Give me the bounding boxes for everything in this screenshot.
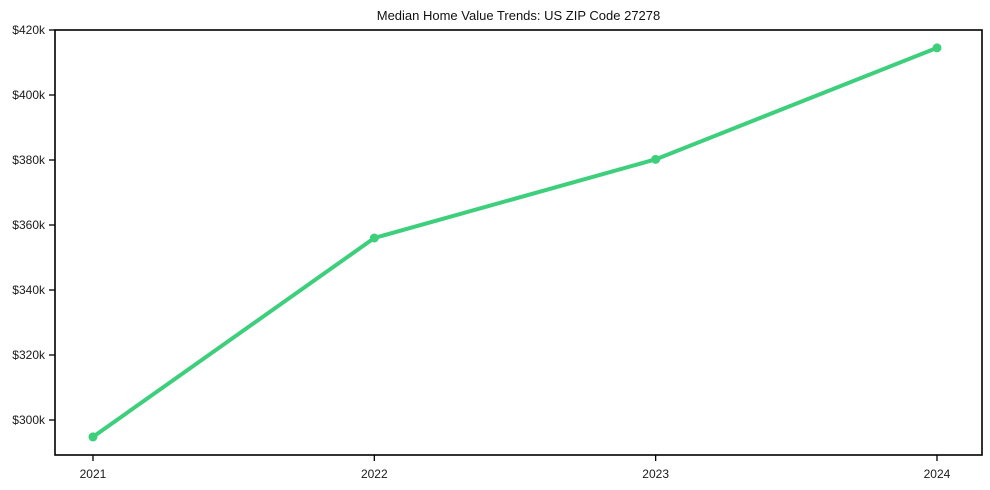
trend-line xyxy=(90,45,939,439)
data-point-marker xyxy=(932,43,942,53)
y-tick-label: $320k xyxy=(12,348,46,362)
y-tick-label: $300k xyxy=(12,413,46,427)
x-tick-label: 2023 xyxy=(642,467,669,481)
y-tick-label: $360k xyxy=(12,218,46,232)
chart-title: Median Home Value Trends: US ZIP Code 27… xyxy=(376,8,661,23)
data-point-marker xyxy=(651,154,661,164)
data-point-marker xyxy=(88,432,98,442)
y-tick-label: $400k xyxy=(12,88,46,102)
y-tick-label: $420k xyxy=(12,23,46,37)
data-point-marker xyxy=(369,233,379,243)
x-tick-label: 2022 xyxy=(361,467,388,481)
x-tick-label: 2021 xyxy=(80,467,107,481)
x-tick-label: 2024 xyxy=(924,467,951,481)
plot-frame xyxy=(54,29,983,456)
y-tick-label: $340k xyxy=(12,283,46,297)
y-tick-label: $380k xyxy=(12,153,46,167)
